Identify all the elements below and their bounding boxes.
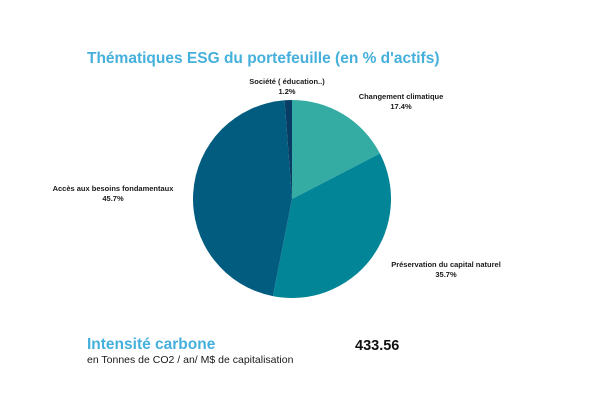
pie-slice-3 xyxy=(284,100,292,199)
slice-label-preservation-capital: Préservation du capital naturel 35.7% xyxy=(391,260,501,279)
slice-label-changement-climatique: Changement climatique 17.4% xyxy=(358,92,444,111)
slice-label-societe: Société ( éducation..) 1.2% xyxy=(249,77,325,96)
slice-label-acces-besoins: Accès aux besoins fondamentaux 45.7% xyxy=(52,184,174,203)
pie-slice-2 xyxy=(192,100,292,297)
carbon-intensity-title: Intensité carbone xyxy=(87,336,216,353)
carbon-intensity-subtitle: en Tonnes de CO2 / an/ M$ de capitalisat… xyxy=(87,354,294,366)
chart-title: Thématiques ESG du portefeuille (en % d'… xyxy=(87,50,440,67)
pie-slice-1 xyxy=(272,153,391,298)
carbon-intensity-value: 433.56 xyxy=(355,338,400,354)
pie-slice-0 xyxy=(292,100,380,199)
